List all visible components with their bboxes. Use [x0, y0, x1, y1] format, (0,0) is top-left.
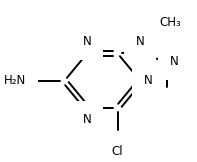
Text: N: N	[83, 113, 92, 126]
Text: N: N	[144, 74, 153, 87]
Text: N: N	[83, 35, 92, 48]
Text: N: N	[136, 35, 145, 48]
Text: Cl: Cl	[112, 145, 123, 158]
Text: H₂N: H₂N	[4, 74, 26, 87]
Text: CH₃: CH₃	[159, 16, 181, 29]
Text: N: N	[170, 55, 178, 68]
